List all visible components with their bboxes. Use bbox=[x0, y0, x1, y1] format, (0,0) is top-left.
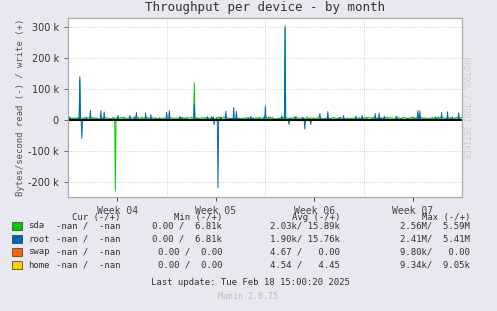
Text: Cur (-/+): Cur (-/+) bbox=[72, 213, 120, 222]
Title: Throughput per device - by month: Throughput per device - by month bbox=[145, 1, 385, 14]
Y-axis label: RRDTOOL / TOBI OETIKER: RRDTOOL / TOBI OETIKER bbox=[461, 57, 470, 158]
Text: 2.41M/  5.41M: 2.41M/ 5.41M bbox=[400, 234, 470, 244]
Text: Munin 2.0.75: Munin 2.0.75 bbox=[219, 292, 278, 301]
Text: 1.90k/ 15.76k: 1.90k/ 15.76k bbox=[270, 234, 340, 244]
Text: 2.56M/  5.59M: 2.56M/ 5.59M bbox=[400, 221, 470, 230]
Text: 0.00 /  6.81k: 0.00 / 6.81k bbox=[152, 234, 222, 244]
Text: -nan /  -nan: -nan / -nan bbox=[56, 234, 120, 244]
Text: home: home bbox=[28, 261, 50, 270]
Text: 9.80k/   0.00: 9.80k/ 0.00 bbox=[400, 248, 470, 257]
Text: -nan /  -nan: -nan / -nan bbox=[56, 248, 120, 257]
Text: Last update: Tue Feb 18 15:00:20 2025: Last update: Tue Feb 18 15:00:20 2025 bbox=[151, 278, 350, 287]
Text: 0.00 /  0.00: 0.00 / 0.00 bbox=[158, 261, 222, 270]
Text: Avg (-/+): Avg (-/+) bbox=[292, 213, 340, 222]
Text: 0.00 /  6.81k: 0.00 / 6.81k bbox=[152, 221, 222, 230]
Text: Max (-/+): Max (-/+) bbox=[421, 213, 470, 222]
Text: 4.54 /   4.45: 4.54 / 4.45 bbox=[270, 261, 340, 270]
Text: root: root bbox=[28, 234, 50, 244]
Text: -nan /  -nan: -nan / -nan bbox=[56, 261, 120, 270]
Text: 2.03k/ 15.89k: 2.03k/ 15.89k bbox=[270, 221, 340, 230]
Text: Min (-/+): Min (-/+) bbox=[173, 213, 222, 222]
Text: 9.34k/  9.05k: 9.34k/ 9.05k bbox=[400, 261, 470, 270]
Text: -nan /  -nan: -nan / -nan bbox=[56, 221, 120, 230]
Text: 0.00 /  0.00: 0.00 / 0.00 bbox=[158, 248, 222, 257]
Text: 4.67 /   0.00: 4.67 / 0.00 bbox=[270, 248, 340, 257]
Text: sda: sda bbox=[28, 221, 44, 230]
Y-axis label: Bytes/second read (-) / write (+): Bytes/second read (-) / write (+) bbox=[16, 19, 25, 196]
Text: swap: swap bbox=[28, 248, 50, 257]
